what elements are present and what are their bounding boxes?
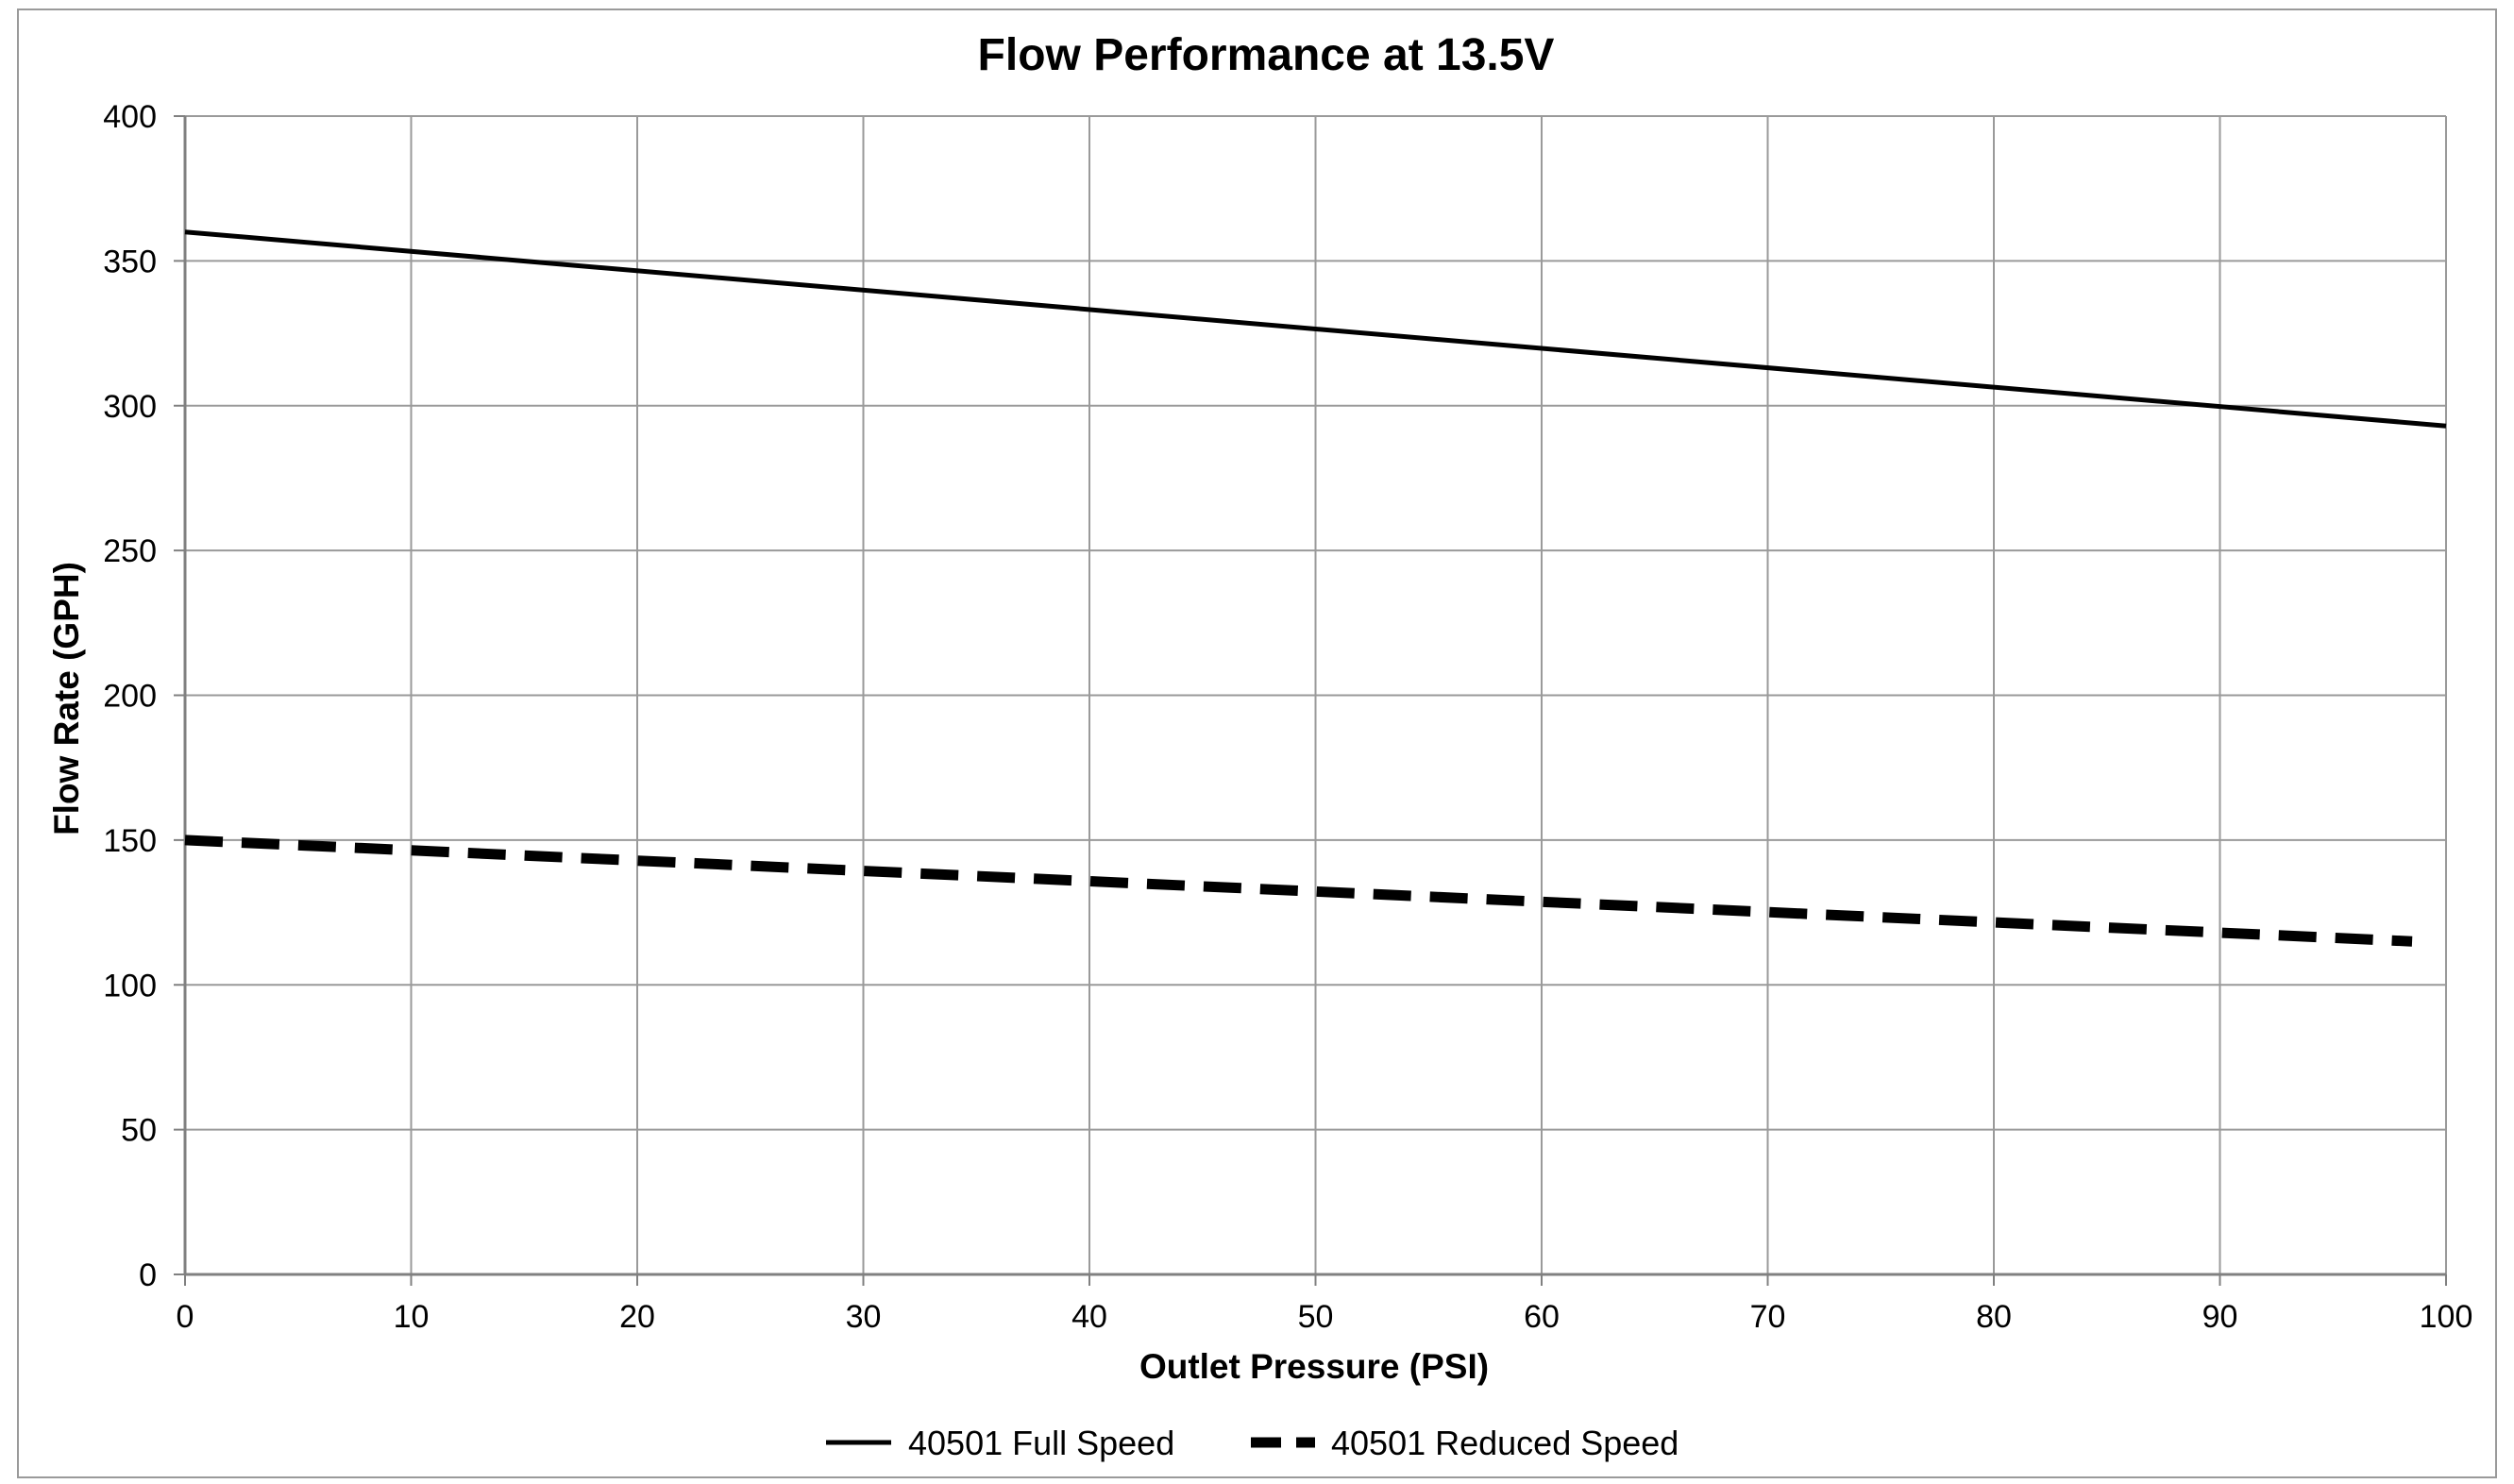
y-axis-ticks: 0 50 100 150 200 250 300 350 400 bbox=[103, 99, 185, 1293]
x-tick-label: 90 bbox=[2202, 1299, 2238, 1335]
x-tick-label: 80 bbox=[1976, 1299, 2012, 1335]
x-axis-title: Outlet Pressure (PSI) bbox=[1139, 1347, 1489, 1386]
series-lines bbox=[184, 229, 2447, 947]
series-line-full-speed bbox=[184, 229, 2447, 429]
legend-label-reduced-speed: 40501 Reduced Speed bbox=[1331, 1424, 1679, 1462]
y-tick-label: 150 bbox=[103, 823, 157, 859]
y-tick-label: 200 bbox=[103, 679, 157, 715]
y-tick-label: 50 bbox=[121, 1113, 157, 1149]
x-tick-label: 70 bbox=[1750, 1299, 1786, 1335]
x-tick-label: 0 bbox=[177, 1299, 194, 1335]
x-tick-label: 60 bbox=[1524, 1299, 1560, 1335]
series-line-reduced-speed bbox=[184, 835, 2413, 947]
x-axis-ticks: 0 10 20 30 40 50 60 70 80 90 100 bbox=[177, 1274, 2473, 1335]
y-tick-label: 100 bbox=[103, 968, 157, 1003]
y-tick-label: 0 bbox=[139, 1257, 157, 1293]
chart-border bbox=[17, 8, 2497, 1478]
y-tick-label: 300 bbox=[103, 389, 157, 425]
y-tick-label: 400 bbox=[103, 99, 157, 135]
x-tick-label: 50 bbox=[1298, 1299, 1334, 1335]
y-tick-label: 350 bbox=[103, 244, 157, 279]
legend-label-full-speed: 40501 Full Speed bbox=[908, 1424, 1174, 1462]
x-tick-label: 10 bbox=[394, 1299, 430, 1335]
x-tick-label: 20 bbox=[619, 1299, 655, 1335]
y-tick-label: 250 bbox=[103, 533, 157, 569]
chart-title: Flow Performance at 13.5V bbox=[978, 30, 1555, 80]
legend: 40501 Full Speed 40501 Reduced Speed bbox=[826, 1424, 1679, 1462]
x-tick-label: 100 bbox=[2420, 1299, 2473, 1335]
x-tick-label: 30 bbox=[846, 1299, 882, 1335]
y-axis-title: Flow Rate (GPH) bbox=[47, 562, 86, 835]
x-tick-label: 40 bbox=[1071, 1299, 1107, 1335]
gridlines bbox=[185, 115, 2447, 1274]
